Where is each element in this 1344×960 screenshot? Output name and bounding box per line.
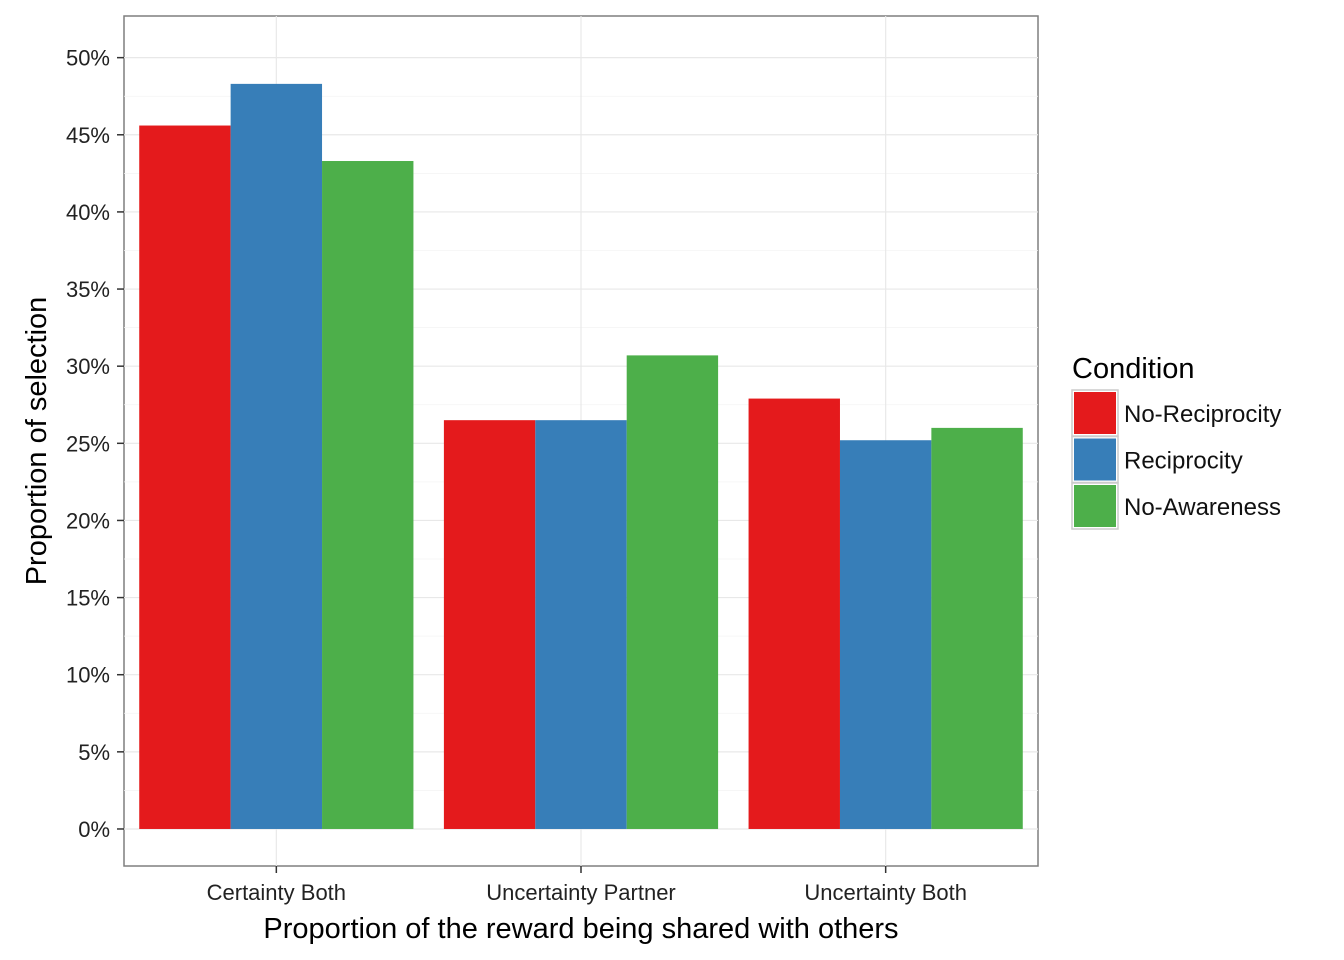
y-tick-label: 5%	[78, 740, 110, 765]
bar-reciprocity-uncertainty-both	[839, 440, 932, 829]
bar-no-awareness-uncertainty-both	[931, 427, 1023, 829]
y-tick-label: 35%	[66, 277, 110, 302]
bar-no-awareness-uncertainty-partner	[626, 355, 719, 829]
y-tick-label: 0%	[78, 817, 110, 842]
bar-no-reciprocity-uncertainty-partner	[443, 420, 536, 829]
legend-swatch	[1074, 485, 1116, 527]
x-tick-label: Certainty Both	[207, 880, 346, 905]
legend-label: Reciprocity	[1124, 448, 1243, 475]
y-tick-label: 40%	[66, 200, 110, 225]
y-axis: 0% 5% 10% 15% 20% 25% 30% 35% 40% 45% 50%	[66, 46, 124, 842]
y-tick-label: 50%	[66, 46, 110, 71]
legend-label: No-Reciprocity	[1124, 401, 1281, 428]
y-tick-label: 20%	[66, 508, 110, 533]
legend-swatch	[1074, 438, 1116, 481]
bar-reciprocity-certainty-both	[230, 83, 323, 829]
bar-reciprocity-uncertainty-partner	[535, 420, 627, 829]
y-axis-title: Proportion of selection	[21, 297, 53, 586]
x-axis: Certainty Both Uncertainty Partner Uncerta…	[207, 866, 967, 905]
legend-title: Condition	[1072, 353, 1195, 385]
x-axis-title: Proportion of the reward being shared wi…	[263, 913, 898, 945]
y-tick-label: 45%	[66, 123, 110, 148]
legend-swatch	[1074, 392, 1116, 434]
bar-no-reciprocity-uncertainty-both	[748, 398, 840, 829]
bar-no-awareness-certainty-both	[322, 161, 414, 829]
legend: Condition No-Reciprocity Reciprocity No-Aw…	[1071, 353, 1281, 530]
y-tick-label: 25%	[66, 431, 110, 456]
x-tick-label: Uncertainty Both	[804, 880, 967, 905]
y-tick-label: 10%	[66, 663, 110, 688]
bar-no-reciprocity-certainty-both	[139, 125, 231, 829]
x-tick-label: Uncertainty Partner	[486, 880, 676, 905]
bars	[139, 83, 1023, 829]
y-tick-label: 30%	[66, 354, 110, 379]
legend-label: No-Awareness	[1124, 494, 1281, 521]
y-tick-label: 15%	[66, 586, 110, 611]
